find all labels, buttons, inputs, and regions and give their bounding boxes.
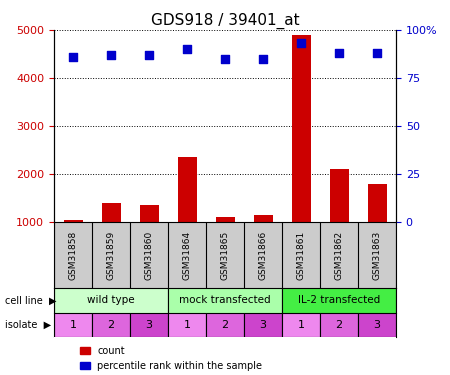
Text: 2: 2	[108, 320, 115, 330]
Bar	[63, 220, 82, 222]
Bar	[206, 313, 244, 338]
Text: cell line  ▶: cell line ▶	[4, 295, 56, 305]
Bar	[282, 313, 320, 338]
Bar	[253, 215, 273, 222]
Bar	[320, 313, 358, 338]
Point	[335, 50, 342, 56]
Text: GSM31859: GSM31859	[107, 230, 116, 280]
Text: GSM31865: GSM31865	[220, 230, 230, 280]
Text: 3: 3	[145, 320, 153, 330]
Text: 2: 2	[335, 320, 342, 330]
Text: wild type: wild type	[87, 295, 135, 305]
Bar	[140, 205, 158, 222]
Bar	[244, 313, 282, 338]
Bar	[368, 184, 387, 222]
Text: GSM31863: GSM31863	[373, 230, 382, 280]
Text: GSM31860: GSM31860	[144, 230, 153, 280]
Bar	[168, 313, 206, 338]
Text: 1: 1	[297, 320, 305, 330]
Point	[259, 56, 266, 62]
Title: GDS918 / 39401_at: GDS918 / 39401_at	[151, 12, 299, 28]
Bar	[168, 288, 282, 313]
Text: GSM31858: GSM31858	[68, 230, 77, 280]
Text: isolate  ▶: isolate ▶	[4, 320, 51, 330]
Point	[297, 40, 305, 46]
Text: 3: 3	[260, 320, 266, 330]
Bar	[54, 288, 168, 313]
Point	[221, 56, 229, 62]
Text: GSM31866: GSM31866	[258, 230, 267, 280]
Bar	[130, 313, 168, 338]
Text: IL-2 transfected: IL-2 transfected	[298, 295, 380, 305]
Bar	[292, 35, 310, 222]
Text: 3: 3	[374, 320, 381, 330]
Point	[69, 54, 76, 60]
Bar	[282, 288, 396, 313]
Point	[145, 52, 153, 58]
Text: GSM31861: GSM31861	[297, 230, 306, 280]
Point	[184, 46, 191, 52]
Text: mock transfected: mock transfected	[179, 295, 271, 305]
Bar	[54, 313, 92, 338]
Text: 2: 2	[221, 320, 229, 330]
Text: GSM31862: GSM31862	[334, 230, 343, 279]
Legend: count, percentile rank within the sample: count, percentile rank within the sample	[76, 342, 266, 375]
Bar	[102, 203, 121, 222]
Text: 1: 1	[184, 320, 190, 330]
Point	[108, 52, 115, 58]
Bar	[358, 313, 396, 338]
Bar	[92, 313, 130, 338]
Bar	[329, 169, 348, 222]
Point	[374, 50, 381, 56]
Text: 1: 1	[69, 320, 76, 330]
Text: GSM31864: GSM31864	[183, 230, 192, 279]
Bar	[216, 217, 234, 222]
Bar	[177, 157, 197, 222]
